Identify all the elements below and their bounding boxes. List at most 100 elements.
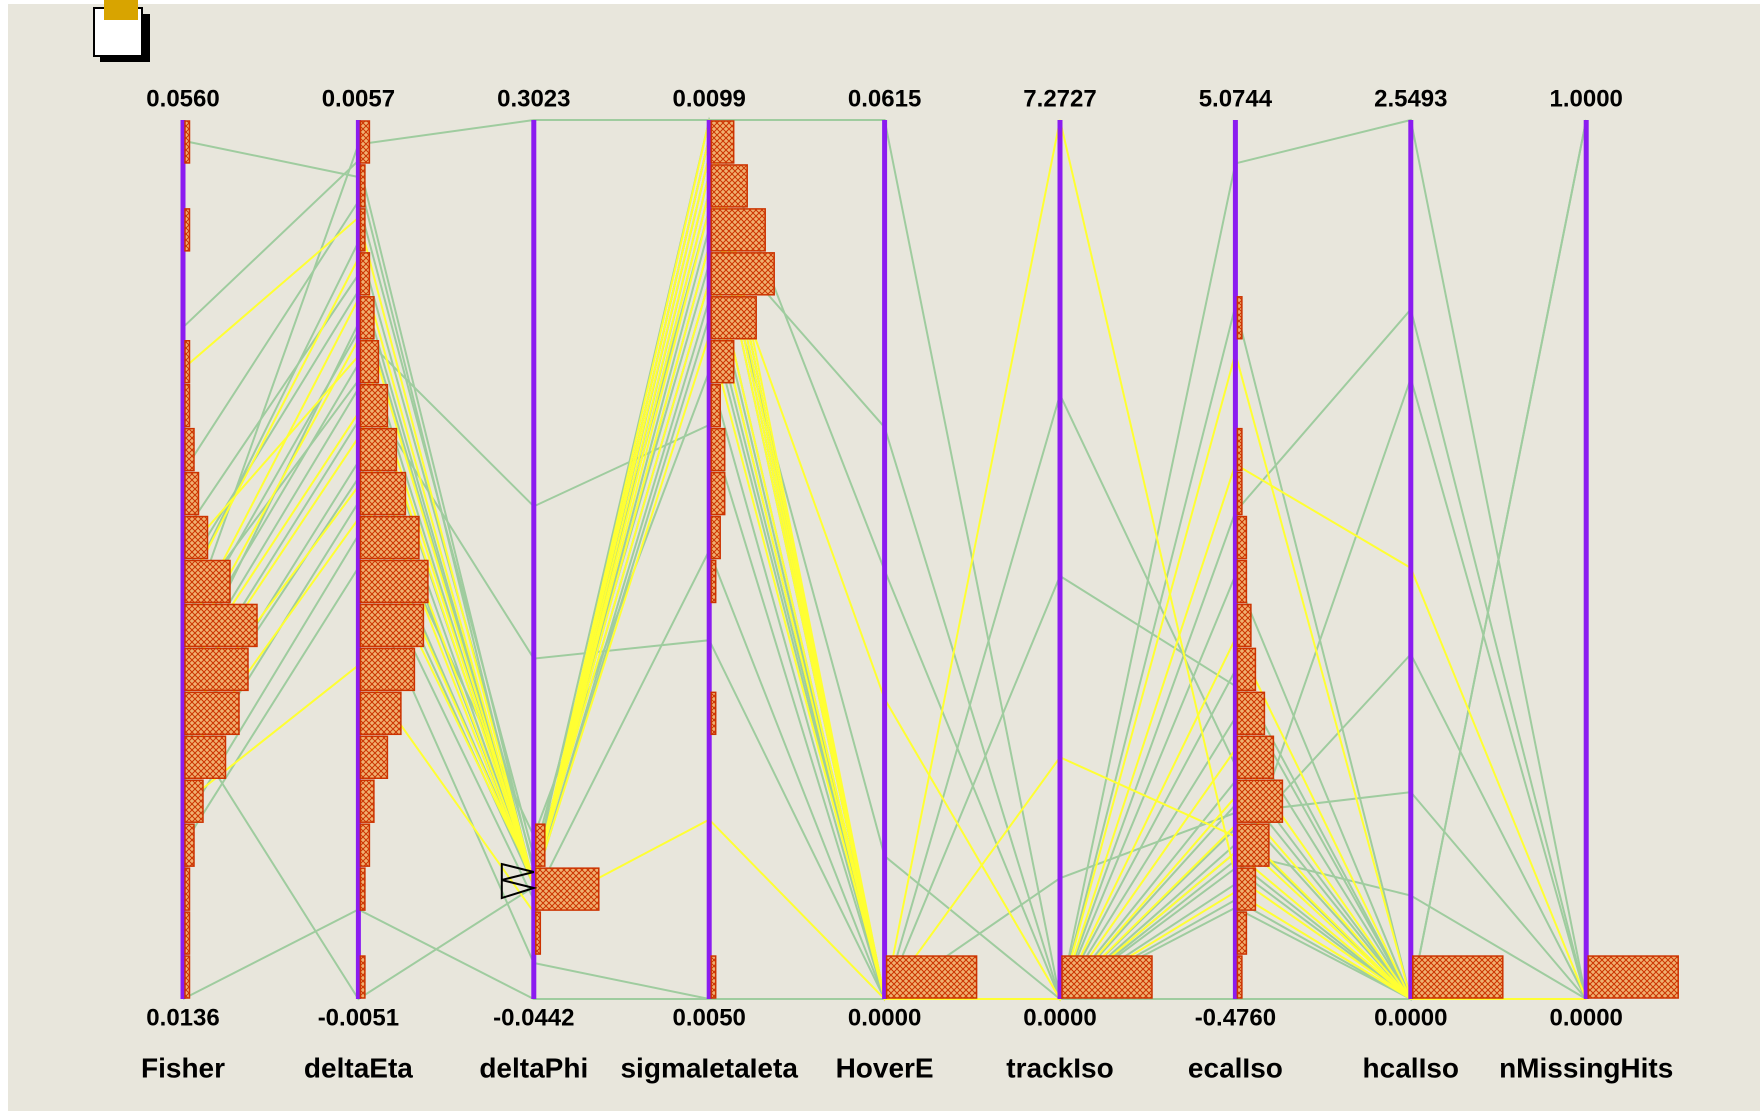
histogram-bar <box>710 383 721 428</box>
histogram-bar <box>1236 691 1266 736</box>
histogram-bar <box>710 164 748 208</box>
axis-min-label: 0.0000 <box>1549 1004 1622 1031</box>
histogram-bar <box>1236 427 1243 472</box>
axis-name: HoverE <box>836 1052 934 1083</box>
histogram-bar <box>1236 867 1257 911</box>
axis-max-label: 0.0560 <box>146 85 219 112</box>
histogram-bar <box>359 427 398 472</box>
histogram-bar <box>710 208 766 252</box>
axis-min-label: 0.0000 <box>848 1004 921 1031</box>
histogram-bar <box>184 120 191 164</box>
histogram-bar <box>184 867 191 911</box>
axis-max-label: 0.0099 <box>672 85 745 112</box>
histogram-bar <box>1236 911 1248 955</box>
axis-name: hcalIso <box>1363 1052 1459 1083</box>
histogram-bar <box>359 647 416 692</box>
histogram-bar <box>1587 955 1679 999</box>
histogram-bar <box>359 823 371 867</box>
range-selector <box>500 862 538 900</box>
histogram-bar <box>710 515 721 560</box>
histogram-bar <box>359 164 366 208</box>
histogram-bar <box>1236 735 1275 779</box>
axis-max-label: 2.5493 <box>1374 85 1447 112</box>
histogram-bar <box>359 296 375 340</box>
histogram-bar <box>184 955 191 999</box>
histogram-bar <box>359 383 389 428</box>
histogram-bar <box>1412 955 1504 999</box>
histogram-bar <box>359 603 425 648</box>
axis-min-label: -0.4760 <box>1195 1004 1276 1031</box>
axis-max-label: 7.2727 <box>1023 85 1096 112</box>
histogram-bar <box>1236 823 1270 867</box>
histogram-bar <box>184 823 195 867</box>
histogram-bar <box>184 735 227 779</box>
histogram-bar <box>1236 471 1243 516</box>
histogram-bar <box>184 911 191 955</box>
histogram-bar <box>184 471 200 516</box>
histogram-bar <box>184 603 258 648</box>
axis-name: ecalIso <box>1188 1052 1283 1083</box>
histogram-bar <box>359 120 371 164</box>
icon[interactable] <box>93 0 150 62</box>
histogram-bar <box>359 559 429 604</box>
histogram-bar <box>710 427 726 472</box>
histogram-bar <box>184 779 204 823</box>
axis-max-label: 0.3023 <box>497 85 570 112</box>
histogram-bar <box>359 208 366 252</box>
axis-max-label: 0.0057 <box>322 85 395 112</box>
histogram-bar <box>184 208 191 252</box>
histogram-bar <box>885 955 978 999</box>
axis-name: deltaEta <box>304 1052 413 1083</box>
histogram-bar <box>710 340 735 384</box>
axis-name: nMissingHits <box>1499 1052 1673 1083</box>
histogram-bar <box>359 515 420 560</box>
histogram-bar <box>1236 779 1284 823</box>
histogram-bar <box>184 427 195 472</box>
axis-name: deltaPhi <box>479 1052 588 1083</box>
axis-min-label: -0.0442 <box>493 1004 574 1031</box>
histogram-bar <box>1061 955 1153 999</box>
histogram-bar <box>1236 647 1257 692</box>
histogram-bar <box>710 296 757 340</box>
histogram-bar <box>184 515 209 560</box>
histogram-bar <box>359 471 407 516</box>
axis-min-label: -0.0051 <box>318 1004 399 1031</box>
axis-max-label: 0.0615 <box>848 85 921 112</box>
axis-max-label: 5.0744 <box>1199 85 1273 112</box>
histogram-bar <box>1236 296 1243 340</box>
histogram-bar <box>710 120 735 164</box>
histogram-bar <box>1236 955 1243 999</box>
histogram-bar <box>710 471 726 516</box>
histogram-bar <box>710 559 717 604</box>
histogram-bar <box>535 823 546 867</box>
histogram-bar <box>710 691 717 736</box>
axis-min-label: 0.0136 <box>146 1004 219 1031</box>
histogram-bar <box>184 383 191 428</box>
histogram-bar <box>359 735 389 779</box>
histogram-bar <box>359 867 366 911</box>
axis-name: Fisher <box>141 1052 225 1083</box>
histogram-bar <box>184 340 191 384</box>
axis-name: trackIso <box>1006 1052 1113 1083</box>
histogram-bar <box>359 779 375 823</box>
histogram-bar <box>1236 515 1248 560</box>
histogram-bar <box>359 252 371 296</box>
axis-min-label: 0.0000 <box>1374 1004 1447 1031</box>
histogram-bar <box>359 691 402 736</box>
histogram-bar <box>184 691 240 736</box>
histogram-bar <box>1236 559 1248 604</box>
histogram-bar <box>184 559 231 604</box>
histogram-bar <box>535 911 542 955</box>
histogram-bar <box>359 340 380 384</box>
histogram-bar <box>1236 603 1252 648</box>
axis-name: sigmaIetaIeta <box>620 1052 798 1083</box>
axis-max-label: 1.0000 <box>1549 85 1622 112</box>
histogram-bar <box>710 955 717 999</box>
histogram-bar <box>535 867 600 911</box>
axis-min-label: 0.0000 <box>1023 1004 1096 1031</box>
axis-min-label: 0.0050 <box>672 1004 745 1031</box>
histogram-bar <box>710 252 775 296</box>
histogram-bar <box>184 647 249 692</box>
